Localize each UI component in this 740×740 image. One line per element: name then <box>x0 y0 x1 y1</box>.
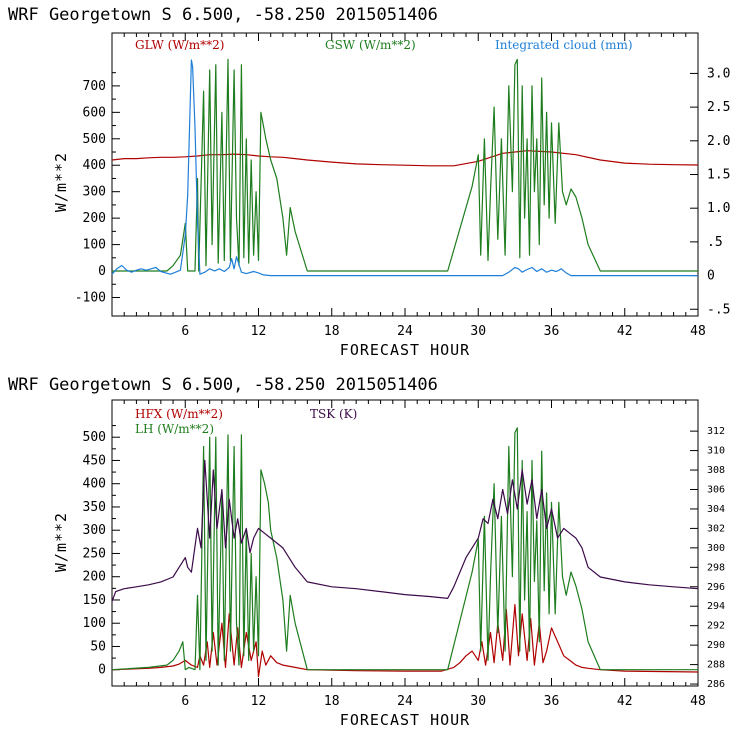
top-y2-tick-label: 1.0 <box>707 201 730 216</box>
bottom-x-axis-label: FORECAST HOUR <box>340 711 470 729</box>
bottom-y2-tick-label: 308 <box>707 465 725 476</box>
legend-cloud: Integrated cloud (mm) <box>495 38 633 52</box>
bottom-x-tick-label: 42 <box>617 694 633 709</box>
top-x-tick-label: 24 <box>397 324 413 339</box>
bottom-axes: 6 12 18 24 30 36 42 48 0 50 100 150 200 250 300 350 400 4… <box>83 400 725 709</box>
bottom-y2-tick-label: 312 <box>707 426 725 437</box>
bottom-y-axis-label: W/m**2 <box>52 512 70 572</box>
top-y-tick-label: 100 <box>83 238 106 253</box>
top-y2-tick-label: 2.5 <box>707 100 730 115</box>
legend-lh: LH (W/m**2) <box>135 422 214 436</box>
top-y-tick-label: 400 <box>83 158 106 173</box>
top-series-glw-line <box>111 150 699 167</box>
bottom-y2-tick-label: 296 <box>707 582 725 593</box>
legend-gsw: GSW (W/m**2) <box>325 38 416 52</box>
bottom-y2-tick-label: 290 <box>707 640 725 651</box>
top-chart-title: WRF Georgetown S 6.500, -58.250 20150514… <box>8 5 438 25</box>
bottom-x-tick-label: 12 <box>251 694 267 709</box>
bottom-x-tick-label: 36 <box>544 694 560 709</box>
top-series-integrated-line <box>111 59 698 277</box>
bottom-y2-tick-label: 300 <box>707 543 725 554</box>
legend-tsk: TSK (K) <box>310 407 357 421</box>
bottom-y-tick-label: 50 <box>90 639 106 654</box>
legend-hfx: HFX (W/m**2) <box>135 407 223 421</box>
bottom-y-tick-label: 450 <box>83 453 106 468</box>
top-y-axis-label: W/m**2 <box>52 152 70 212</box>
top-x-tick-label: 48 <box>690 324 706 339</box>
bottom-x-tick-label: 48 <box>690 694 706 709</box>
bottom-y2-tick-label: 298 <box>707 562 725 573</box>
top-y2-tick-label: .5 <box>707 235 723 250</box>
bottom-y-tick-label: 300 <box>83 523 106 538</box>
bottom-y2-tick-label: 302 <box>707 523 725 534</box>
bottom-y2-tick-label: 310 <box>707 446 725 457</box>
svg-text:W/m**2: W/m**2 <box>52 152 70 212</box>
bottom-series-lh-line <box>111 427 698 671</box>
top-y-tick-label: 0 <box>98 264 106 279</box>
legend-glw: GLW (W/m**2) <box>135 38 224 52</box>
bottom-x-tick-label: 30 <box>470 694 486 709</box>
bottom-y-tick-label: 200 <box>83 570 106 585</box>
bottom-y2-tick-label: 292 <box>707 621 725 632</box>
top-y-tick-label: 200 <box>83 211 106 226</box>
bottom-y-tick-label: 250 <box>83 546 106 561</box>
top-y-tick-label: 700 <box>83 79 106 94</box>
bottom-y2-tick-label: 288 <box>707 660 725 671</box>
bottom-series-hfx-line <box>111 604 699 678</box>
bottom-y-tick-label: 500 <box>83 430 106 445</box>
bottom-x-tick-label: 18 <box>324 694 340 709</box>
top-y2-tick-label: -.5 <box>707 302 730 317</box>
bottom-x-tick-label: 6 <box>181 694 189 709</box>
top-x-tick-label: 6 <box>181 324 189 339</box>
top-x-tick-label: 42 <box>617 324 633 339</box>
top-x-tick-label: 36 <box>544 324 560 339</box>
bottom-chart-title: WRF Georgetown S 6.500, -58.250 20150514… <box>8 375 438 395</box>
bottom-y2-tick-label: 304 <box>707 504 725 515</box>
top-y2-tick-label: 3.0 <box>707 66 730 81</box>
bottom-y2-tick-label: 286 <box>707 679 725 690</box>
bottom-series-group <box>111 427 699 678</box>
top-x-axis-label: FORECAST HOUR <box>340 341 470 359</box>
top-y-tick-label: 500 <box>83 132 106 147</box>
bottom-y-tick-label: 350 <box>83 500 106 515</box>
bottom-y2-tick-label: 294 <box>707 601 725 612</box>
svg-text:W/m**2: W/m**2 <box>52 512 70 572</box>
top-x-tick-label: 18 <box>324 324 340 339</box>
top-x-tick-label: 30 <box>470 324 486 339</box>
bottom-y-tick-label: 150 <box>83 593 106 608</box>
top-y-tick-label: -100 <box>75 290 106 305</box>
bottom-y-tick-label: 100 <box>83 616 106 631</box>
top-y2-tick-label: 0 <box>707 269 715 284</box>
top-x-tick-label: 12 <box>251 324 267 339</box>
top-y2-tick-label: 1.5 <box>707 168 730 183</box>
bottom-y-tick-label: 0 <box>98 663 106 678</box>
bottom-series-tsk-line <box>111 459 699 602</box>
top-axes: 6 12 18 24 30 36 42 48 -100 0 100 200 300 400 500 600 70… <box>75 33 730 339</box>
top-y2-tick-label: 2.0 <box>707 134 730 149</box>
bottom-x-tick-label: 24 <box>397 694 413 709</box>
top-y-tick-label: 600 <box>83 105 106 120</box>
top-y-tick-label: 300 <box>83 185 106 200</box>
top-series-group <box>111 58 699 277</box>
top-series-gsw-line <box>112 58 698 272</box>
bottom-y2-tick-label: 306 <box>707 484 725 495</box>
bottom-y-tick-label: 400 <box>83 477 106 492</box>
